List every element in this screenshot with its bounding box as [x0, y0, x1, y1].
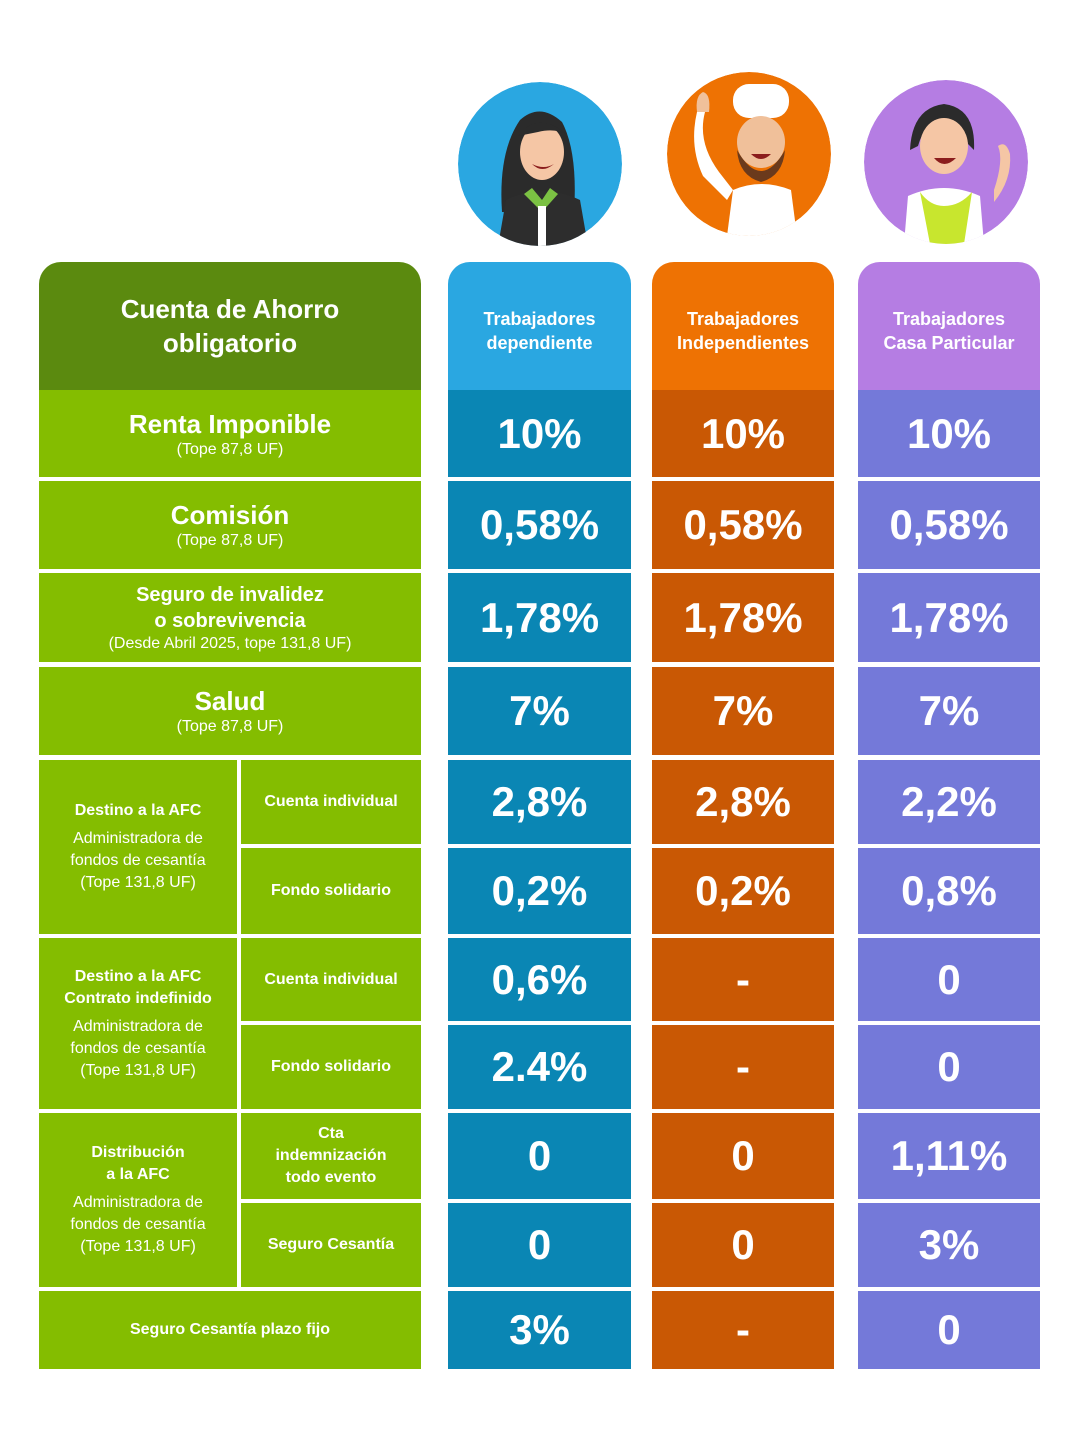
row-label-comision: Comisión (Tope 87,8 UF)	[39, 481, 421, 569]
group-subtitle-line2: fondos de cesantía	[70, 1216, 206, 1233]
column-header-line1: Trabajadores	[892, 309, 1006, 329]
row-title: Salud	[194, 686, 266, 716]
group-label-destino-afc: Destino a la AFC Administradora de fondo…	[39, 760, 237, 934]
value-cell: -	[652, 1291, 834, 1369]
column-header-dependiente: Trabajadores dependiente	[448, 262, 631, 390]
sublabel-line2: indemnización	[275, 1147, 387, 1164]
value-cell: 0	[448, 1203, 631, 1287]
row-subtitle: (Desde Abril 2025, tope 131,8 UF)	[108, 634, 352, 652]
sublabel-line3: todo evento	[285, 1169, 377, 1186]
group-title-line1: Distribución	[91, 1144, 185, 1161]
value-cell: 2,8%	[448, 760, 631, 844]
value-cell: 0	[858, 938, 1040, 1021]
group-subtitle: Administradora de fondos de cesantía (To…	[70, 828, 205, 894]
value-cell: 0,8%	[858, 848, 1040, 934]
row-title: Renta Imponible	[128, 408, 332, 439]
group-title-line1: Destino a la AFC	[74, 967, 202, 985]
value-cell: 1,11%	[858, 1113, 1040, 1199]
value-cell: -	[652, 938, 834, 1021]
table-title: Cuenta de Ahorro obligatorio	[39, 262, 421, 390]
group-title-line2: Contrato indefinido	[64, 989, 212, 1007]
group-title: Destino a la AFC	[74, 802, 202, 819]
column-header-independientes: Trabajadores Independientes	[652, 262, 834, 390]
value-cell: -	[652, 1025, 834, 1109]
sublabel-cuenta-individual: Cuenta individual	[241, 760, 421, 844]
businesswoman-avatar-icon	[458, 82, 622, 246]
sublabel-fondo-solidario: Fondo solidario	[241, 1025, 421, 1109]
sublabel-cuenta-individual: Cuenta individual	[241, 938, 421, 1021]
row-label-seguro-invalidez: Seguro de invalidez o sobrevivencia (Des…	[39, 573, 421, 662]
value-cell: 1,78%	[448, 573, 631, 662]
row-subtitle: (Tope 87,8 UF)	[176, 532, 284, 549]
sublabel-cta-indemnizacion: Cta indemnización todo evento	[241, 1113, 421, 1199]
row-label-seguro-cesantia-plazo-fijo: Seguro Cesantía plazo fijo	[39, 1291, 421, 1369]
value-cell: 7%	[448, 667, 631, 755]
group-subtitle: Administradora de fondos de cesantía (To…	[70, 1016, 205, 1082]
sublabel-fondo-solidario: Fondo solidario	[241, 848, 421, 934]
value-cell: 0,58%	[858, 481, 1040, 569]
value-cell: 0,2%	[652, 848, 834, 934]
value-cell: 0,6%	[448, 938, 631, 1021]
value-cell: 7%	[652, 667, 834, 755]
value-cell: 2,2%	[858, 760, 1040, 844]
value-cell: 10%	[858, 390, 1040, 477]
group-subtitle: Administradora de fondos de cesantía (To…	[70, 1192, 205, 1258]
value-cell: 2.4%	[448, 1025, 631, 1109]
column-header-line2: Casa Particular	[883, 333, 1015, 353]
value-cell: 0	[448, 1113, 631, 1199]
row-subtitle: (Tope 87,8 UF)	[176, 718, 284, 735]
value-cell: 10%	[448, 390, 631, 477]
row-label-renta-imponible: Renta Imponible (Tope 87,8 UF)	[39, 390, 421, 477]
group-label-contrato-indefinido: Destino a la AFC Contrato indefinido Adm…	[39, 938, 237, 1109]
sublabel-line1: Cta	[318, 1125, 344, 1142]
value-cell: 0	[652, 1113, 834, 1199]
group-subtitle-line3: (Tope 131,8 UF)	[80, 1238, 196, 1255]
group-label-distribucion-afc: Distribución a la AFC Administradora de …	[39, 1113, 237, 1287]
row-title: Comisión	[170, 500, 290, 530]
value-cell: 3%	[448, 1291, 631, 1369]
group-subtitle-line1: Administradora de	[73, 1194, 203, 1211]
table-title-line2: obligatorio	[162, 328, 298, 358]
column-header-line2: Independientes	[676, 333, 810, 353]
value-cell: 0	[858, 1025, 1040, 1109]
row-title-line1: Seguro de invalidez	[136, 583, 324, 606]
sublabel-seguro-cesantia: Seguro Cesantía	[241, 1203, 421, 1287]
value-cell: 7%	[858, 667, 1040, 755]
column-header-line2: dependiente	[486, 333, 593, 353]
column-header-line1: Trabajadores	[483, 309, 596, 329]
table-title-line1: Cuenta de Ahorro	[120, 294, 340, 324]
value-cell: 10%	[652, 390, 834, 477]
group-title-line2: a la AFC	[106, 1166, 170, 1183]
row-label-salud: Salud (Tope 87,8 UF)	[39, 667, 421, 755]
column-header-casa-particular: Trabajadores Casa Particular	[858, 262, 1040, 390]
housekeeper-avatar-icon	[864, 80, 1028, 244]
row-title-line2: o sobrevivencia	[154, 609, 306, 632]
value-cell: 3%	[858, 1203, 1040, 1287]
group-subtitle-line1: Administradora de	[73, 830, 203, 847]
group-subtitle-line3: (Tope 131,8 UF)	[80, 874, 196, 891]
value-cell: 1,78%	[652, 573, 834, 662]
column-header-line1: Trabajadores	[686, 309, 800, 329]
value-cell: 0,2%	[448, 848, 631, 934]
value-cell: 1,78%	[858, 573, 1040, 662]
chef-avatar-icon	[667, 72, 831, 236]
value-cell: 0,58%	[652, 481, 834, 569]
value-cell: 0,58%	[448, 481, 631, 569]
group-subtitle-line2: fondos de cesantía	[70, 1039, 206, 1057]
group-subtitle-line3: (Tope 131,8 UF)	[80, 1061, 196, 1079]
value-cell: 0	[858, 1291, 1040, 1369]
group-subtitle-line1: Administradora de	[73, 1017, 203, 1035]
value-cell: 0	[652, 1203, 834, 1287]
value-cell: 2,8%	[652, 760, 834, 844]
group-subtitle-line2: fondos de cesantía	[70, 852, 206, 869]
row-subtitle: (Tope 87,8 UF)	[176, 440, 284, 458]
